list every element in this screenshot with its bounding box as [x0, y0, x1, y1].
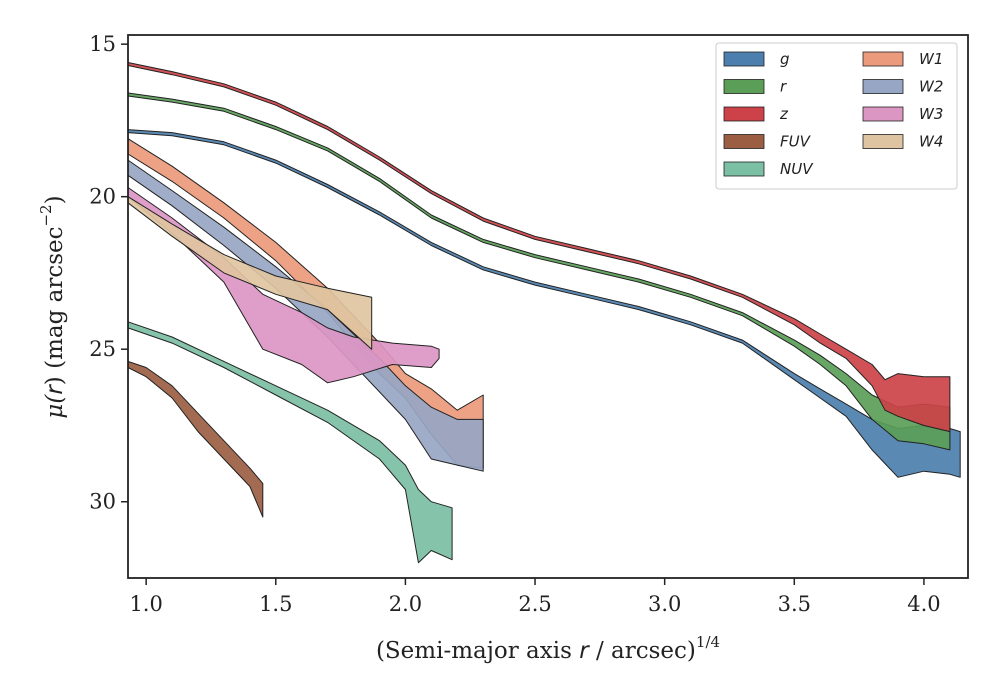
y-tick-label: 25 — [89, 337, 116, 361]
legend: grz FUV NUV W1 W2 W3 W4 — [715, 42, 958, 190]
legend-label-w2: W2 — [919, 78, 943, 96]
x-tick-label: 2.0 — [389, 592, 422, 616]
legend-swatch-w2 — [862, 79, 904, 94]
y-tick-label: 20 — [89, 185, 116, 209]
band-w3 — [127, 187, 440, 384]
x-tick-label: 4.0 — [907, 592, 940, 616]
x-tick-label: 1.0 — [129, 592, 162, 616]
plot-frame — [127, 34, 969, 579]
legend-label-r: r — [780, 78, 787, 96]
x-axis-label: (Semi-major axis r / arcsec)1/4 — [376, 633, 720, 664]
legend-label-z: z — [779, 105, 789, 123]
band-z — [127, 62, 951, 433]
band-w4 — [127, 196, 373, 350]
band-nuv — [127, 321, 453, 564]
legend-swatch-w3 — [862, 106, 904, 122]
legend-label-g: g — [780, 50, 790, 68]
band-g — [127, 129, 961, 478]
legend-label-fuv: FUV — [780, 133, 812, 151]
x-tick-label: 2.5 — [518, 592, 551, 616]
legend-label-w3: W3 — [919, 105, 943, 123]
x-tick-label: 3.0 — [648, 592, 681, 616]
x-axis-ticks: 1.0 1.5 2.0 2.5 3.0 3.5 4.0 — [129, 578, 941, 616]
legend-label-nuv: NUV — [780, 160, 814, 178]
legend-swatch-r — [723, 79, 765, 94]
legend-swatch-fuv — [723, 134, 765, 149]
legend-label-w4: W4 — [919, 133, 943, 151]
legend-label-w1: W1 — [919, 50, 943, 68]
legend-swatch-z — [723, 106, 765, 122]
y-tick-label: 30 — [89, 490, 116, 514]
legend-swatch-nuv — [723, 161, 765, 177]
legend-swatch-g — [723, 51, 765, 67]
x-tick-label: 3.5 — [778, 592, 811, 616]
series-bands — [127, 62, 961, 564]
band-r — [127, 92, 951, 451]
y-tick-label: 15 — [89, 32, 116, 56]
band-fuv — [127, 360, 264, 518]
legend-swatch-w1 — [862, 51, 904, 67]
x-tick-label: 1.5 — [259, 592, 292, 616]
y-axis-ticks: 15 20 25 30 — [89, 32, 128, 514]
y-axis-label: μ(r) (mag arcsec−2) — [37, 195, 68, 418]
legend-swatch-w4 — [862, 134, 904, 149]
